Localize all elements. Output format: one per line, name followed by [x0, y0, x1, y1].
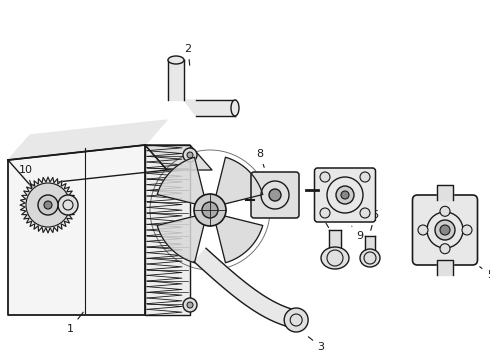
Circle shape [44, 201, 52, 209]
Circle shape [183, 148, 197, 162]
Circle shape [435, 220, 455, 240]
Polygon shape [196, 100, 235, 116]
Ellipse shape [168, 56, 184, 64]
Text: 7: 7 [317, 208, 329, 228]
Polygon shape [157, 215, 205, 263]
Circle shape [320, 208, 330, 218]
Circle shape [187, 302, 193, 308]
Polygon shape [145, 145, 190, 315]
Text: 4: 4 [222, 272, 234, 287]
Polygon shape [437, 260, 453, 275]
Circle shape [360, 208, 370, 218]
Text: 1: 1 [67, 312, 83, 334]
Circle shape [462, 225, 472, 235]
FancyBboxPatch shape [315, 168, 375, 222]
Circle shape [336, 186, 354, 204]
Polygon shape [437, 185, 453, 200]
Polygon shape [8, 145, 145, 315]
Text: 9: 9 [352, 226, 364, 241]
Circle shape [320, 172, 330, 182]
Polygon shape [145, 145, 212, 170]
Polygon shape [184, 100, 196, 116]
Circle shape [38, 195, 58, 215]
Circle shape [187, 152, 193, 158]
Ellipse shape [321, 247, 349, 269]
Text: 2: 2 [184, 44, 192, 65]
Circle shape [341, 191, 349, 199]
Circle shape [440, 225, 450, 235]
Circle shape [284, 308, 308, 332]
Circle shape [183, 298, 197, 312]
Circle shape [202, 202, 218, 218]
Circle shape [58, 195, 78, 215]
Circle shape [26, 183, 70, 227]
Circle shape [440, 206, 450, 216]
Circle shape [194, 194, 226, 226]
Text: 5: 5 [480, 267, 490, 280]
Text: 10: 10 [19, 165, 33, 187]
Text: 3: 3 [308, 337, 325, 352]
Text: 8: 8 [256, 149, 264, 167]
Polygon shape [329, 230, 341, 247]
Ellipse shape [360, 249, 380, 267]
FancyBboxPatch shape [251, 172, 299, 218]
Polygon shape [365, 236, 375, 249]
Polygon shape [168, 60, 184, 100]
FancyBboxPatch shape [413, 195, 477, 265]
Polygon shape [8, 120, 167, 160]
Polygon shape [20, 177, 76, 233]
Circle shape [269, 189, 281, 201]
Polygon shape [194, 248, 299, 329]
Circle shape [360, 172, 370, 182]
Ellipse shape [231, 100, 239, 116]
Circle shape [440, 244, 450, 254]
Circle shape [418, 225, 428, 235]
Polygon shape [215, 157, 263, 205]
Polygon shape [157, 157, 205, 205]
Text: 6: 6 [371, 210, 378, 230]
Polygon shape [215, 215, 263, 263]
